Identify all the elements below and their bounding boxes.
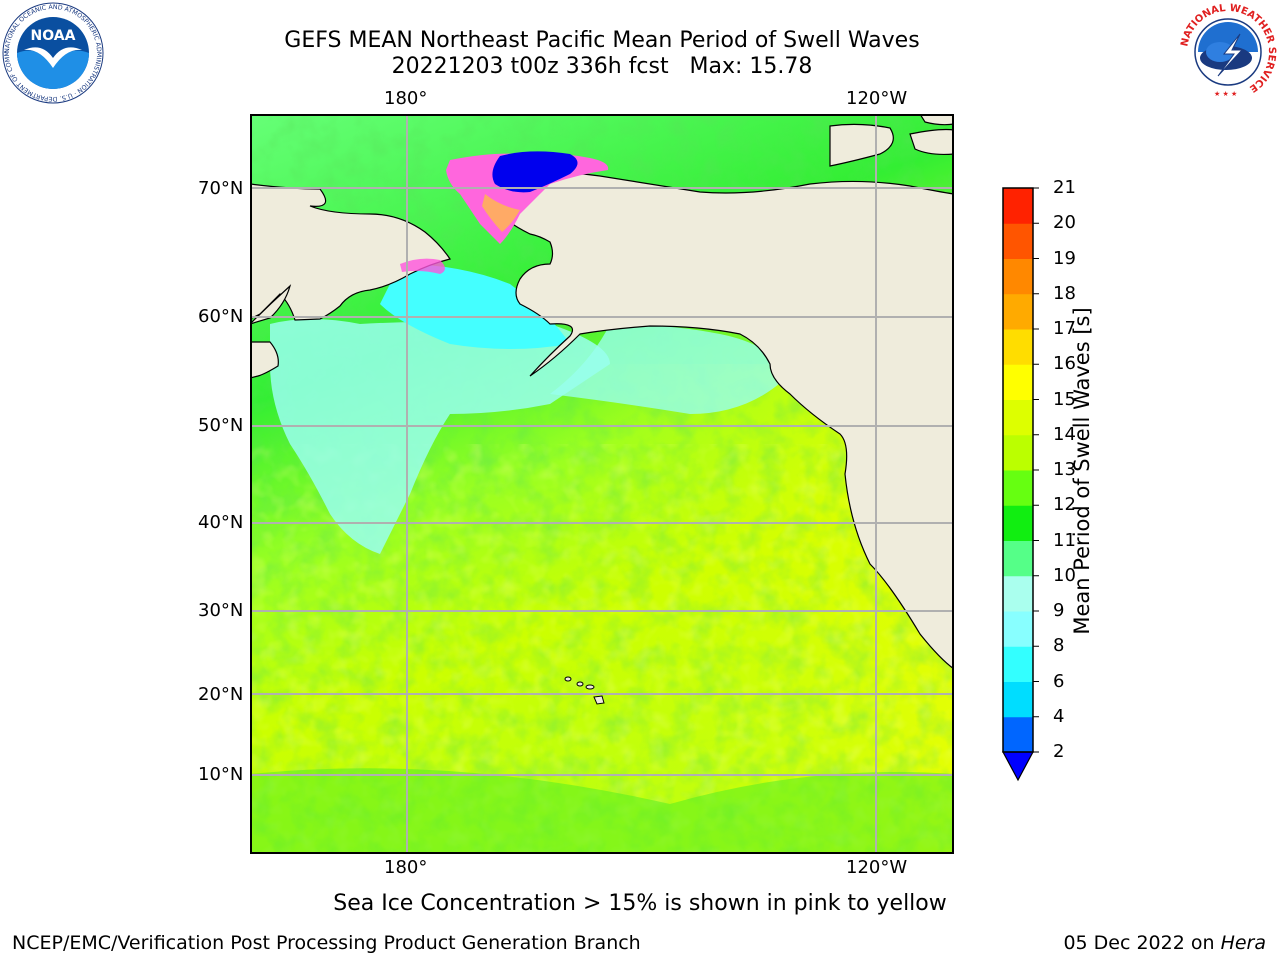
colorbar-tick-label: 8: [1053, 635, 1065, 657]
svg-text:★ ★ ★: ★ ★ ★: [1214, 90, 1237, 98]
sea-ice-edge-west: [400, 258, 445, 274]
land-kamchatka: [250, 341, 279, 379]
noaa-text: NOAA: [31, 28, 76, 44]
colorbar-tick-label: 10: [1053, 564, 1076, 586]
hawaii-islands: [564, 676, 605, 705]
lon-tick-bottom-180: 180°: [384, 857, 428, 878]
colorbar-label: Mean Period of Swell Waves [s]: [1070, 307, 1094, 635]
colorbar-band: [1003, 188, 1033, 224]
graticule: [250, 114, 954, 854]
sea-ice-blue: [492, 151, 578, 193]
colorbar-tick-label: 17: [1053, 318, 1076, 339]
colorbar-tick-label: 16: [1053, 353, 1076, 375]
lat-tick-20n: 20°N: [198, 684, 244, 705]
colorbar-band: [1003, 329, 1033, 365]
land-arctic-island-1: [829, 123, 894, 167]
colorbar-underflow: [1001, 751, 1035, 782]
colorbar-tick-label: 12: [1053, 494, 1076, 516]
colorbar-band: [1003, 399, 1033, 436]
colorbar-band: [1003, 646, 1033, 682]
colorbar-band: [1003, 575, 1033, 612]
lat-tick-40n: 40°N: [198, 512, 244, 533]
land-arctic-island-2: [909, 128, 954, 156]
footer-host: Hera: [1220, 932, 1266, 954]
colorbar-band: [1003, 258, 1033, 295]
colorbar-band: [1003, 470, 1033, 506]
colorbar-tick-label: 11: [1053, 529, 1076, 551]
lon-tick-top-120w: 120°W: [846, 88, 908, 109]
lat-tick-10n: 10°N: [198, 764, 244, 785]
lon-tick-bottom-120w: 120°W: [846, 857, 908, 878]
colorbar-tick-label: 14: [1053, 423, 1076, 445]
lat-tick-30n: 30°N: [198, 600, 244, 621]
sea-ice-pink: [446, 153, 609, 244]
colorbar-band: [1003, 716, 1033, 753]
colorbar-tick-label: 20: [1053, 212, 1076, 234]
swell-period-map: [250, 114, 954, 854]
colorbar-band: [1003, 434, 1033, 471]
colorbar-band: [1003, 505, 1033, 541]
cyan-region: [270, 319, 610, 554]
colorbar-tick-label: 19: [1053, 247, 1076, 269]
chart-title: GEFS MEAN Northeast Pacific Mean Period …: [284, 28, 920, 53]
colorbar-tick-label: 18: [1053, 282, 1076, 304]
footer-date: 05 Dec 2022 on Hera: [1063, 932, 1266, 954]
colorbar-band: [1003, 681, 1033, 718]
map-panel: [250, 114, 954, 854]
chart-subtitle: 20221203 t00z 336h fcst Max: 15.78: [391, 54, 813, 79]
lat-tick-50n: 50°N: [198, 415, 244, 436]
colorbar-band: [1003, 611, 1033, 647]
colorbar-band: [1003, 540, 1033, 577]
land-chukotka: [250, 284, 292, 325]
sea-ice-orange: [482, 194, 520, 232]
colorbar-tick-label: 6: [1053, 670, 1065, 692]
nws-logo: NATIONAL WEATHER SERVICE ★ ★ ★: [1178, 2, 1278, 102]
colorbar-band: [1003, 293, 1033, 330]
noaa-logo: NATIONAL OCEANIC AND ATMOSPHERIC ADMINIS…: [0, 0, 104, 104]
colorbar-tick-label: 2: [1053, 741, 1065, 762]
sea-ice-note: Sea Ice Concentration > 15% is shown in …: [333, 891, 947, 916]
footer-credit: NCEP/EMC/Verification Post Processing Pr…: [12, 932, 641, 954]
land-alaska-canada: [499, 171, 954, 670]
map-frame: [250, 114, 954, 854]
colorbar-tick-label: 4: [1053, 705, 1065, 727]
colorbar-tick-label: 13: [1053, 459, 1076, 480]
lat-tick-70n: 70°N: [198, 178, 244, 199]
colorbar-tick-label: 9: [1053, 600, 1065, 621]
gulf-cyan: [550, 324, 790, 414]
lat-tick-60n: 60°N: [198, 306, 244, 327]
bering-cyan: [380, 264, 570, 349]
footer-date-text: 05 Dec 2022 on: [1063, 932, 1221, 954]
colorbar-tick-label: 15: [1053, 388, 1076, 410]
lon-tick-top-180: 180°: [384, 88, 428, 109]
colorbar-tick-label: 21: [1053, 177, 1076, 198]
southern-band: [250, 768, 954, 854]
colorbar-band: [1003, 223, 1033, 259]
colorbar: [1000, 186, 1040, 786]
colorbar-band: [1003, 364, 1033, 400]
